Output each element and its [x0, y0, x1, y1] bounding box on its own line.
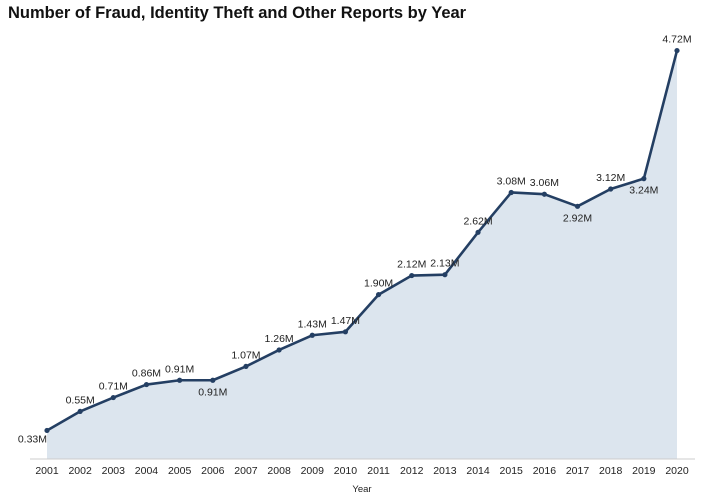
data-point-2002 — [77, 408, 83, 415]
data-point-2013 — [442, 272, 448, 278]
data-label-2018: 3.12M — [596, 172, 625, 184]
data-label-2020: 4.72M — [662, 34, 691, 46]
data-point-2003 — [110, 394, 116, 401]
x-tick-2015: 2015 — [500, 465, 524, 477]
x-tick-2019: 2019 — [632, 465, 656, 477]
data-point-2001 — [44, 427, 50, 434]
area-fill — [47, 50, 677, 460]
data-point-2015 — [508, 189, 514, 196]
data-point-2020 — [674, 47, 680, 54]
data-label-2019: 3.24M — [629, 185, 658, 197]
data-label-2017: 2.92M — [563, 212, 592, 224]
data-label-2004: 0.86M — [132, 368, 161, 380]
x-tick-2012: 2012 — [400, 465, 424, 477]
data-point-2008 — [276, 347, 282, 353]
x-tick-2007: 2007 — [234, 465, 258, 477]
x-tick-2018: 2018 — [599, 465, 623, 477]
chart-title: Number of Fraud, Identity Theft and Othe… — [8, 4, 467, 22]
x-tick-2005: 2005 — [168, 465, 192, 477]
data-point-2006 — [210, 377, 216, 383]
data-label-2006: 0.91M — [198, 386, 227, 398]
x-tick-2011: 2011 — [367, 465, 390, 477]
data-label-2011: 1.90M — [364, 278, 393, 290]
x-tick-2009: 2009 — [301, 465, 325, 477]
x-tick-2004: 2004 — [135, 465, 159, 477]
data-label-2015: 3.08M — [497, 175, 526, 187]
x-tick-labels: 2001 2002 2003 2004 2005 2006 2007 2008 2009 2010… — [35, 465, 689, 477]
data-point-2019 — [641, 176, 647, 182]
data-point-2009 — [309, 332, 315, 338]
data-point-2018 — [608, 186, 614, 192]
x-tick-2003: 2003 — [102, 465, 126, 477]
x-tick-2013: 2013 — [433, 465, 457, 477]
data-label-2001: 0.33M — [18, 433, 47, 445]
data-label-2016: 3.06M — [530, 177, 559, 189]
x-axis-label: Year — [352, 484, 371, 495]
data-point-2017 — [574, 203, 581, 209]
data-label-2005: 0.91M — [165, 363, 194, 375]
data-labels: 0.33M 0.55M 0.71M 0.86M 0.91M 0.91M 1.07M 1.26M… — [18, 34, 692, 446]
x-tick-2020: 2020 — [665, 465, 689, 477]
data-label-2008: 1.26M — [265, 333, 294, 345]
data-label-2013: 2.13M — [430, 258, 459, 270]
x-tick-2002: 2002 — [68, 465, 92, 477]
data-point-2012 — [409, 272, 415, 279]
data-label-2007: 1.07M — [231, 349, 260, 361]
series-line — [46, 50, 679, 432]
data-point-2014 — [475, 229, 481, 235]
data-label-2009: 1.43M — [298, 318, 327, 330]
x-tick-2006: 2006 — [201, 465, 225, 477]
data-point-2016 — [541, 191, 547, 197]
data-point-2007 — [243, 363, 249, 370]
x-tick-2010: 2010 — [334, 465, 358, 477]
x-tick-2014: 2014 — [466, 465, 490, 477]
x-tick-2017: 2017 — [566, 465, 590, 477]
x-tick-2016: 2016 — [533, 465, 557, 477]
data-label-2003: 0.71M — [99, 381, 128, 393]
data-point-2004 — [143, 381, 150, 388]
data-label-2012: 2.12M — [397, 259, 426, 271]
data-label-2014: 2.62M — [463, 215, 492, 227]
data-point-2005 — [177, 377, 183, 383]
data-point-2010 — [342, 329, 349, 335]
x-tick-2008: 2008 — [267, 465, 291, 477]
data-label-2002: 0.55M — [66, 394, 95, 406]
data-label-2010: 1.47M — [331, 315, 360, 327]
data-point-2011 — [375, 291, 382, 298]
data-points — [44, 47, 680, 434]
x-tick-2001: 2001 — [35, 465, 59, 477]
